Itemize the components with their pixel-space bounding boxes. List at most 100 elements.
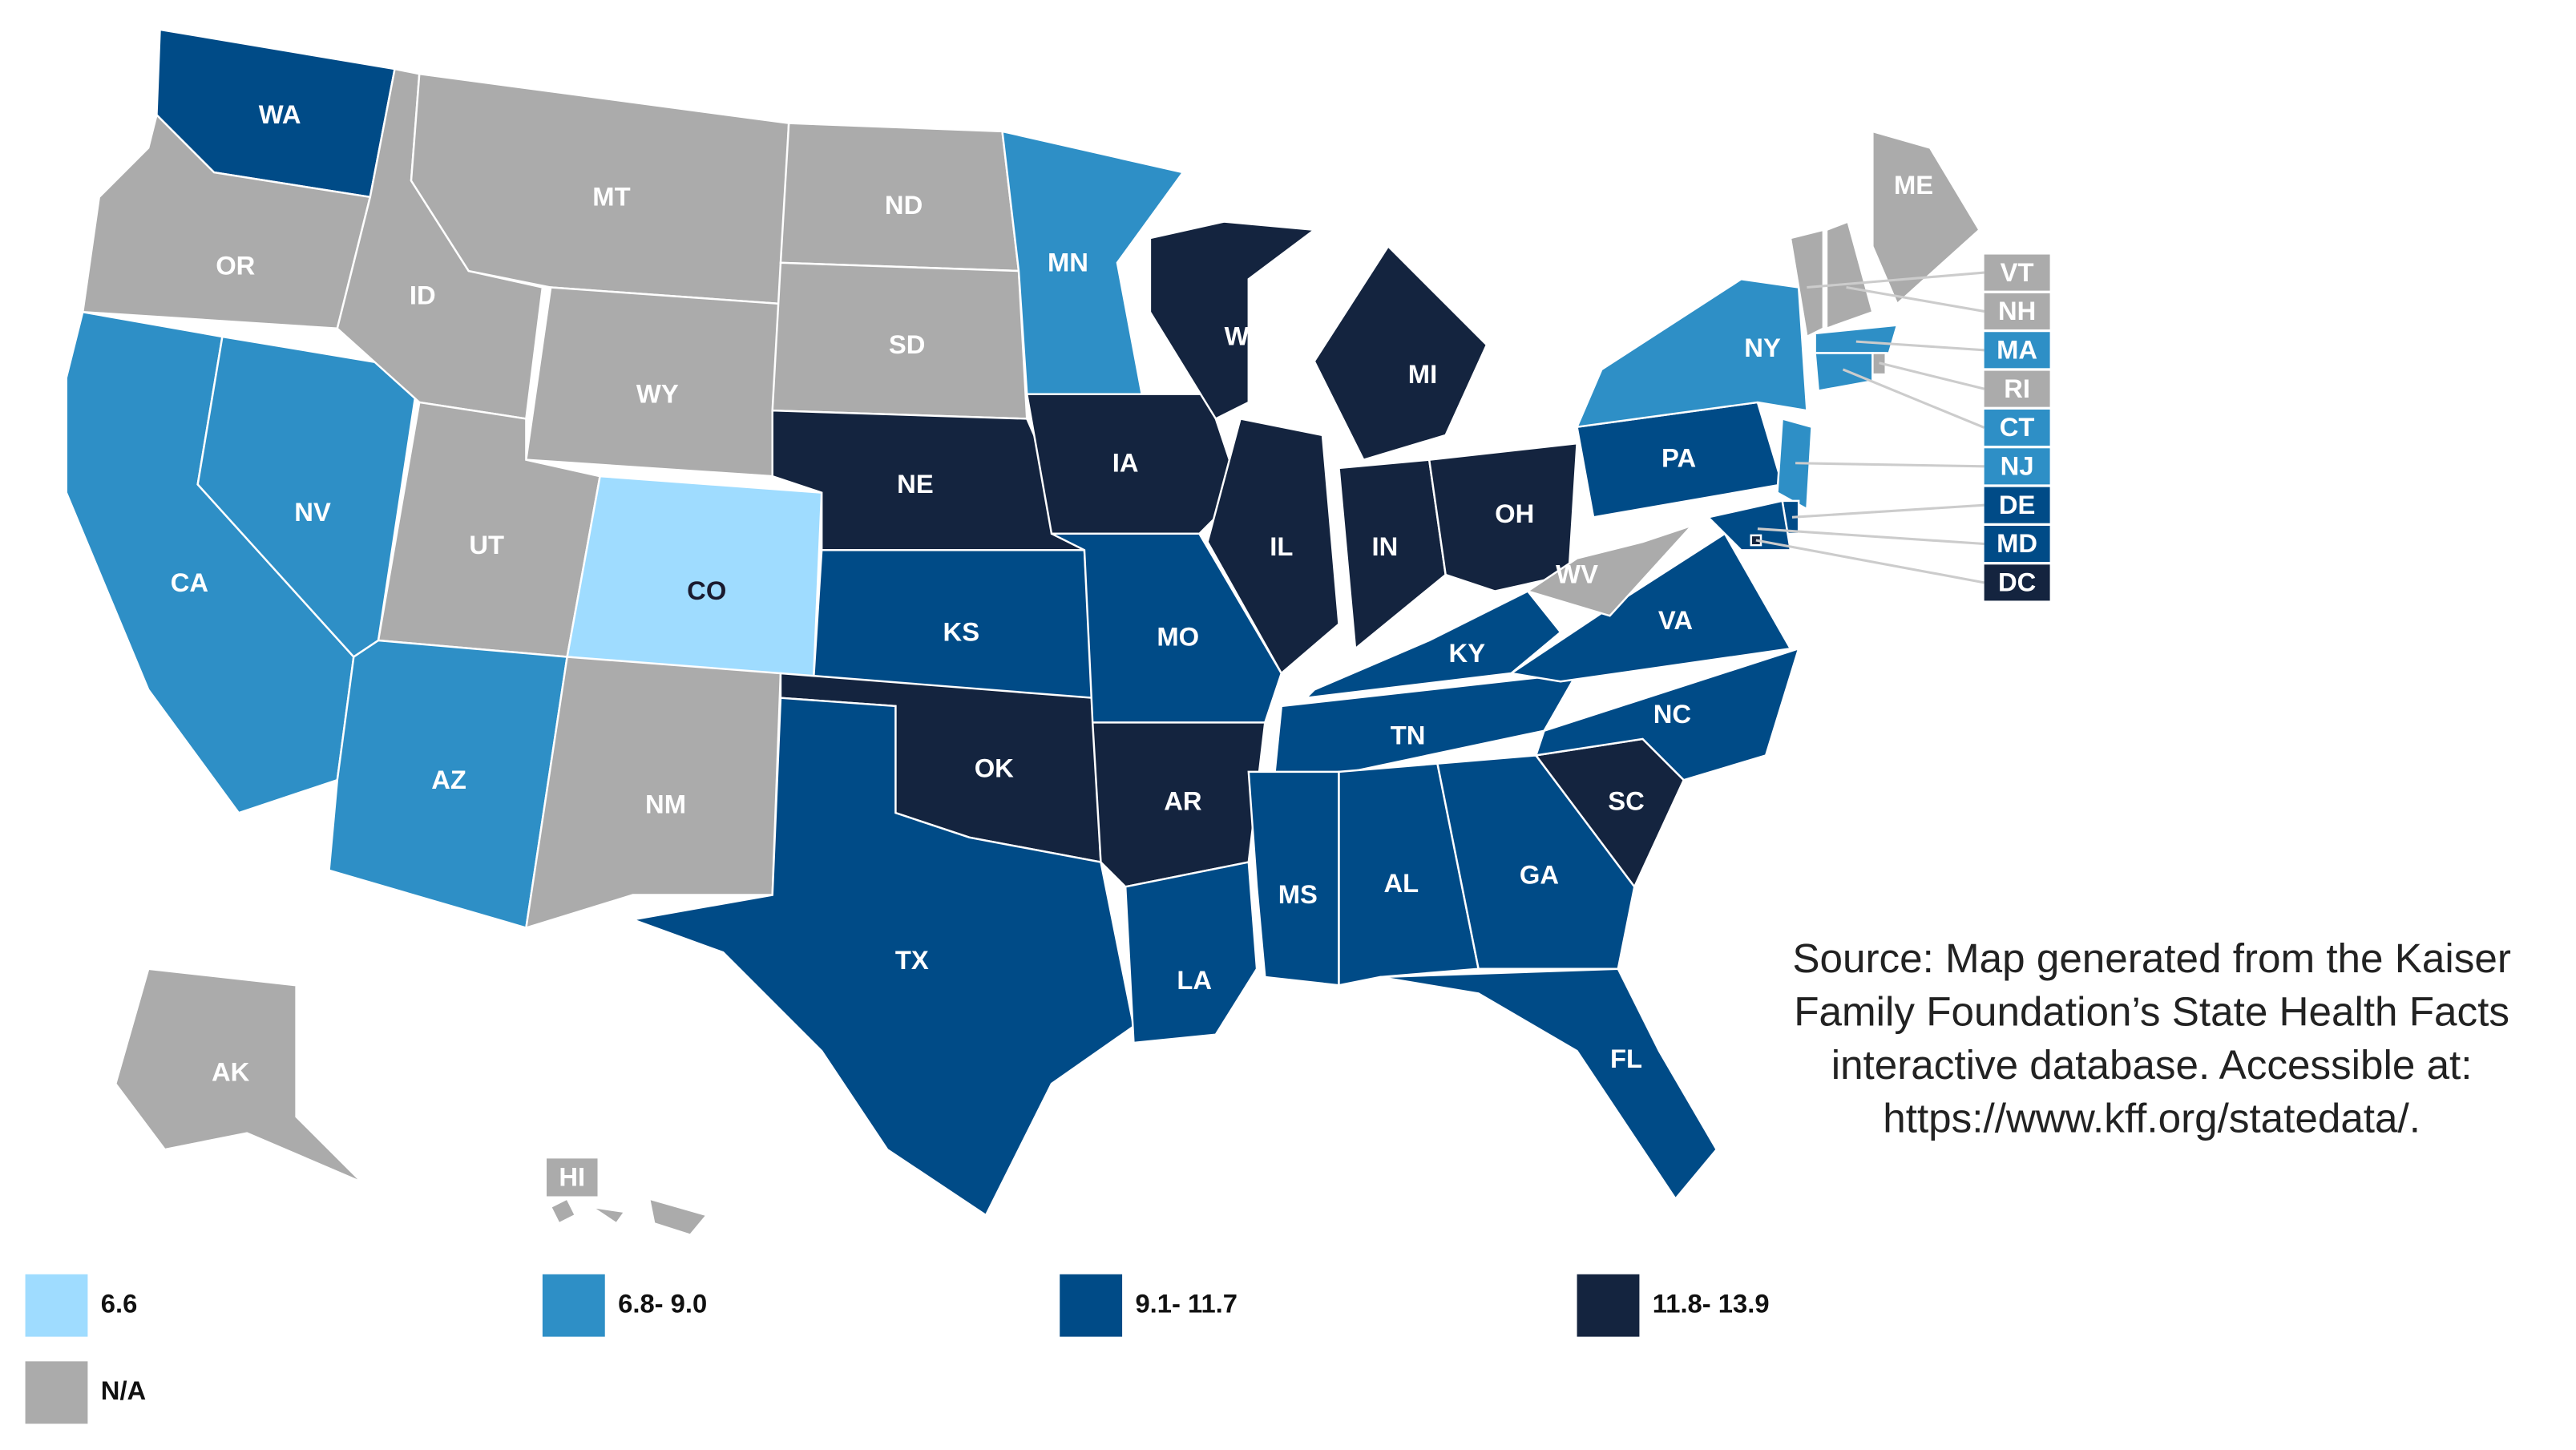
state-label: IL — [1270, 531, 1293, 561]
state-label: MA — [1997, 334, 2037, 364]
state-shape — [628, 697, 1135, 1217]
state-shape — [549, 1197, 709, 1237]
state-shape — [1379, 967, 1718, 1201]
state-shape — [1149, 220, 1318, 421]
callout-line — [1795, 462, 1984, 468]
state-label: OR — [216, 251, 255, 281]
legend-swatch — [25, 1274, 88, 1337]
state-label: HI — [559, 1162, 585, 1192]
source-line: interactive database. Accessible at: — [1831, 1042, 2473, 1088]
state-shape — [1508, 532, 1792, 683]
state-shape — [524, 656, 782, 930]
state-shape — [1814, 352, 1874, 393]
callout-line — [1846, 286, 1984, 313]
state-shape — [1303, 589, 1562, 700]
legend-swatch — [1577, 1274, 1640, 1337]
source-line: Source: Map generated from the Kaiser — [1792, 935, 2511, 981]
state-label: NE — [897, 469, 934, 499]
state-label: SD — [889, 329, 926, 359]
callout-box — [1984, 370, 2050, 407]
state-label: CO — [687, 576, 726, 605]
callout-line — [1755, 539, 1984, 584]
state-label: DC — [1998, 567, 2036, 597]
legend-swatch — [542, 1274, 605, 1337]
state-label: OH — [1495, 499, 1534, 528]
state-shape — [1706, 499, 1792, 551]
state-shape — [1871, 130, 1981, 306]
state-label: NV — [294, 497, 331, 527]
callout-line — [1757, 527, 1984, 546]
state-label: MD — [1997, 528, 2037, 558]
legend-label: 11.8- 13.9 — [1653, 1288, 1770, 1318]
state-shape — [1825, 220, 1874, 330]
state-label: RI — [2004, 374, 2030, 403]
state-label: IN — [1371, 531, 1398, 561]
state-shape — [1338, 762, 1480, 987]
state-shape — [1206, 417, 1340, 675]
state-label: MT — [592, 182, 630, 212]
state-shape — [81, 113, 372, 330]
states — [65, 28, 1981, 1237]
state-label: LA — [1177, 965, 1212, 995]
state-label: ND — [885, 190, 923, 220]
legend-swatch — [25, 1361, 88, 1424]
state-shape — [1435, 754, 1636, 970]
state-label: MN — [1048, 247, 1088, 277]
state-label: CT — [2000, 412, 2035, 442]
state-label: GA — [1520, 860, 1559, 890]
state-label: WV — [1556, 559, 1598, 589]
legend-label: 6.6 — [101, 1288, 138, 1318]
state-label: KS — [943, 616, 980, 646]
state-label: IA — [1112, 447, 1139, 477]
state-label: MS — [1278, 879, 1318, 909]
state-shape — [1776, 417, 1813, 511]
source-note: Source: Map generated from the Kaiser Fam… — [1792, 935, 2511, 1141]
state-shape — [1124, 861, 1258, 1044]
state-label: AK — [212, 1057, 250, 1087]
callout-line — [1879, 361, 1985, 390]
state-label: AL — [1384, 868, 1419, 898]
state-label: TN — [1391, 721, 1426, 750]
state-label: WI — [1225, 321, 1257, 351]
legend-label: 9.1- 11.7 — [1135, 1288, 1238, 1318]
state-shape — [1313, 244, 1488, 462]
state-label: TX — [895, 945, 929, 975]
callout-box — [1984, 293, 2050, 329]
legend: 6.6 6.8- 9.0 9.1- 11.7 11.8- 13.9 N/A — [25, 1274, 1770, 1424]
callout-line — [1791, 503, 1984, 519]
callout-box — [1984, 448, 2050, 485]
state-label: NM — [645, 790, 686, 819]
state-label: PA — [1661, 442, 1696, 472]
callout-box — [1984, 332, 2050, 369]
state-label: NC — [1653, 699, 1691, 729]
state-label: VT — [2001, 257, 2034, 287]
state-label: WY — [636, 378, 679, 408]
callout-box — [1984, 487, 2050, 523]
source-line: https://www.kff.org/statedata/. — [1883, 1096, 2421, 1141]
state-label: VA — [1658, 605, 1693, 635]
label-box — [544, 1157, 600, 1198]
state-label: OK — [975, 753, 1014, 782]
state-label: FL — [1610, 1044, 1642, 1073]
legend-label: 6.8- 9.0 — [618, 1288, 707, 1318]
state-shape — [1534, 647, 1801, 782]
legend-label: N/A — [101, 1375, 146, 1405]
state-label: MI — [1408, 359, 1437, 389]
state-shape — [1525, 523, 1696, 617]
state-label: UT — [469, 530, 504, 559]
callout-line — [1855, 340, 1984, 352]
callout-line — [1842, 368, 1985, 429]
state-label: KY — [1449, 638, 1486, 668]
state-label: CA — [171, 567, 208, 597]
state-label: DE — [1999, 490, 2036, 519]
state-label: AR — [1164, 786, 1201, 815]
callout-line — [1807, 271, 1984, 289]
state-label: NJ — [2001, 451, 2034, 481]
callout-box — [1984, 525, 2050, 563]
source-line: Family Foundation’s State Health Facts — [1794, 988, 2509, 1034]
state-label: ID — [410, 280, 436, 309]
state-label: WA — [259, 99, 301, 129]
state-labels: WA OR CA NV ID MT WY UT CO AZ NM ND SD NE KS OK TX MN IA MO… — [171, 99, 2050, 1198]
